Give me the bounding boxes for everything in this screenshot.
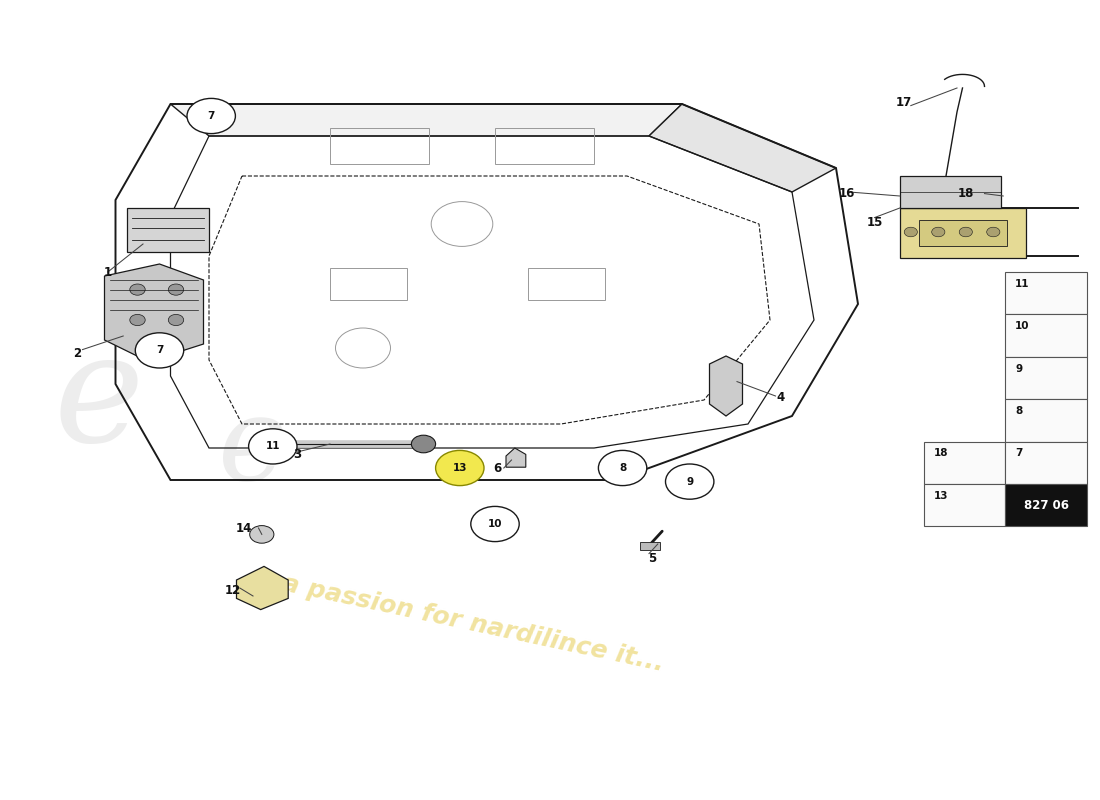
Circle shape: [904, 227, 917, 237]
Bar: [924, 484, 1005, 526]
Bar: [126, 208, 209, 252]
Circle shape: [250, 526, 274, 543]
Bar: [1005, 272, 1087, 314]
Bar: [330, 268, 407, 300]
Text: e: e: [54, 326, 144, 474]
Bar: [918, 220, 1007, 246]
Circle shape: [666, 464, 714, 499]
Circle shape: [168, 314, 184, 326]
Text: 13: 13: [452, 463, 468, 473]
Text: 18: 18: [934, 449, 948, 458]
Text: 7: 7: [1015, 449, 1023, 458]
Circle shape: [932, 227, 945, 237]
Bar: [1005, 357, 1087, 399]
Text: 12: 12: [226, 584, 241, 597]
Text: 8: 8: [1015, 406, 1023, 416]
Circle shape: [168, 284, 184, 295]
Circle shape: [130, 314, 145, 326]
Text: 14: 14: [236, 522, 252, 534]
Text: 16: 16: [839, 187, 855, 200]
Text: 7: 7: [208, 111, 214, 121]
Text: 7: 7: [156, 346, 163, 355]
Polygon shape: [170, 104, 682, 136]
Text: 8: 8: [619, 463, 626, 473]
Text: 11: 11: [1015, 279, 1030, 289]
Text: 10: 10: [487, 519, 503, 529]
Text: a passion for nardilince it...: a passion for nardilince it...: [279, 572, 667, 676]
Bar: [1005, 314, 1087, 357]
Polygon shape: [649, 104, 836, 192]
Bar: [900, 176, 1001, 208]
Circle shape: [436, 450, 484, 486]
Text: 4: 4: [777, 391, 785, 404]
Bar: [924, 442, 1005, 484]
Circle shape: [135, 333, 184, 368]
Polygon shape: [710, 356, 742, 416]
Bar: [330, 128, 429, 164]
Bar: [1005, 399, 1087, 442]
Text: 10: 10: [1015, 322, 1030, 331]
Circle shape: [598, 450, 647, 486]
Text: 5: 5: [648, 552, 657, 565]
Text: 18: 18: [958, 187, 974, 200]
Circle shape: [959, 227, 972, 237]
Text: 9: 9: [686, 477, 693, 486]
Text: 827 06: 827 06: [1024, 498, 1068, 512]
Polygon shape: [506, 448, 526, 467]
Text: 15: 15: [867, 216, 882, 229]
Text: 17: 17: [896, 96, 912, 109]
Bar: [528, 268, 605, 300]
Circle shape: [130, 284, 145, 295]
Bar: [640, 542, 660, 550]
Bar: [900, 208, 1026, 258]
Circle shape: [249, 429, 297, 464]
Bar: [1005, 484, 1087, 526]
Text: 6: 6: [493, 462, 502, 474]
Text: e: e: [218, 390, 288, 506]
Text: 11: 11: [265, 442, 280, 451]
Bar: [1005, 442, 1087, 484]
Text: 1: 1: [103, 266, 112, 278]
Circle shape: [257, 435, 282, 453]
Text: 2: 2: [73, 347, 81, 360]
Circle shape: [187, 98, 235, 134]
Polygon shape: [104, 264, 204, 362]
Text: 13: 13: [934, 491, 948, 501]
Circle shape: [411, 435, 436, 453]
Circle shape: [471, 506, 519, 542]
Text: 9: 9: [1015, 364, 1022, 374]
Polygon shape: [236, 566, 288, 610]
Circle shape: [987, 227, 1000, 237]
Bar: [495, 128, 594, 164]
Text: 3: 3: [293, 448, 301, 461]
